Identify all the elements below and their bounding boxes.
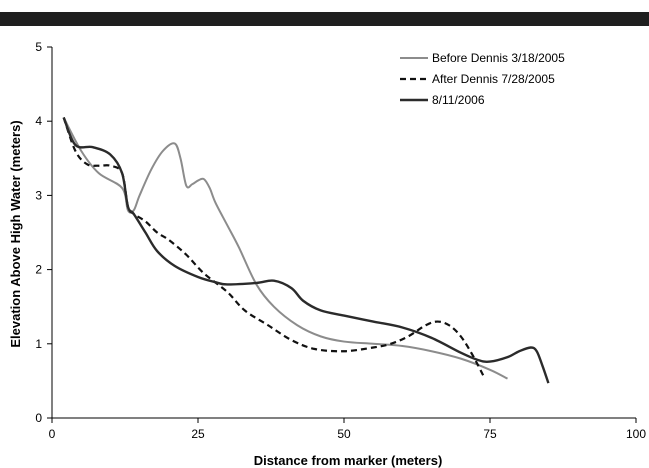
y-tick-label: 3 xyxy=(35,188,42,202)
x-tick-label: 50 xyxy=(337,427,351,441)
series-line-before-dennis xyxy=(62,117,508,380)
legend-item: After Dennis 7/28/2005 xyxy=(400,72,555,86)
y-tick-label: 0 xyxy=(35,411,42,425)
x-axis-ticks: 0 25 50 75 100 xyxy=(49,418,646,441)
plot-area: 0 25 50 75 100 0 1 2 3 4 5 xyxy=(35,40,646,441)
y-tick-label: 2 xyxy=(35,263,42,277)
legend-item: Before Dennis 3/18/2005 xyxy=(400,51,565,65)
series-layer xyxy=(62,117,550,384)
y-tick-label: 5 xyxy=(35,40,42,54)
legend: Before Dennis 3/18/2005 After Dennis 7/2… xyxy=(400,51,565,107)
legend-label-2006: 8/11/2006 xyxy=(432,93,485,107)
legend-label-after-dennis: After Dennis 7/28/2005 xyxy=(432,72,555,86)
x-tick-label: 100 xyxy=(626,427,646,441)
y-axis-title: Elevation Above High Water (meters) xyxy=(8,120,23,347)
y-tick-label: 1 xyxy=(35,337,42,351)
x-axis-title: Distance from marker (meters) xyxy=(254,453,443,468)
x-tick-label: 0 xyxy=(49,427,56,441)
x-tick-label: 25 xyxy=(191,427,205,441)
x-tick-label: 75 xyxy=(483,427,497,441)
legend-item: 8/11/2006 xyxy=(400,93,485,107)
legend-label-before-dennis: Before Dennis 3/18/2005 xyxy=(432,51,565,65)
header-bar xyxy=(0,12,649,26)
y-axis-ticks: 0 1 2 3 4 5 xyxy=(35,40,52,425)
y-tick-label: 4 xyxy=(35,114,42,128)
series-line-after-dennis xyxy=(62,117,486,378)
series-line-2006 xyxy=(62,117,550,384)
